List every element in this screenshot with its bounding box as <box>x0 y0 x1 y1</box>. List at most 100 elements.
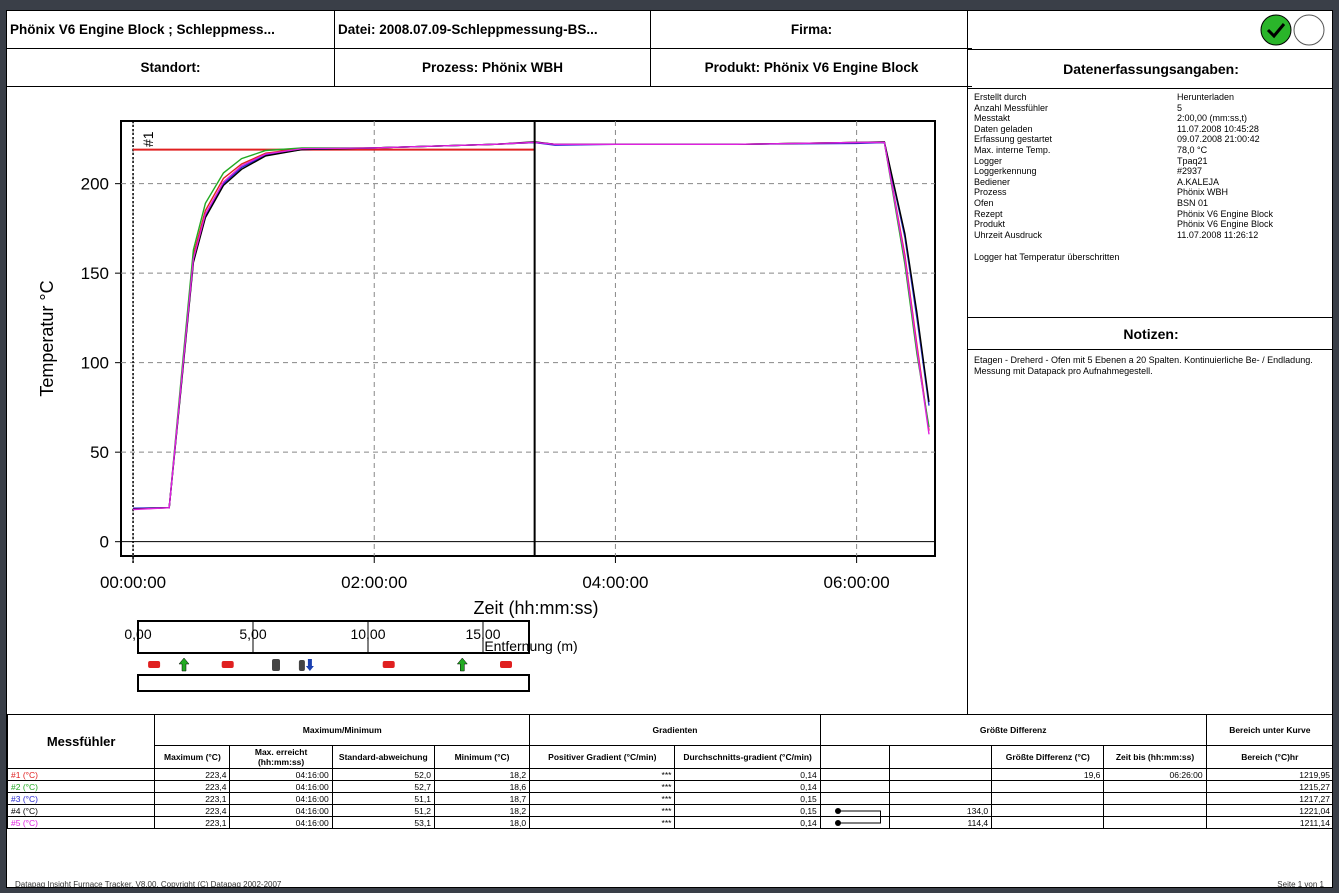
table-row: #1 (°C) 223,4 04:16:00 52,0 18,2 *** 0,14 19,6 0… <box>7 768 1332 781</box>
cell-avg: 0,14 <box>674 780 821 793</box>
group-maxmin: Maximum/Minimum <box>154 714 531 746</box>
info-row: Loggerkennung #2937 <box>974 166 1328 177</box>
distance-tick-label: 5,00 <box>239 626 266 642</box>
cell-std: 51,1 <box>331 792 435 805</box>
y-axis-label: Temperatur °C <box>37 280 57 396</box>
info-row: Ofen BSN 01 <box>974 198 1328 209</box>
col-max: Maximum (°C) <box>154 745 231 769</box>
info-row: Uhrzeit Ausdruck 11.07.2008 11:26:12 <box>974 230 1328 241</box>
cell-avg: 0,15 <box>674 792 821 805</box>
data-capture-info: Erstellt durch Herunterladen Anzahl Messfü… <box>968 89 1332 243</box>
cell-diffv <box>888 768 993 781</box>
cell-maxt: 04:16:00 <box>229 768 333 781</box>
cell-zeit <box>1103 792 1207 805</box>
cell-std: 51,2 <box>331 804 435 817</box>
oven-car-icon <box>221 661 234 668</box>
arrow-up-icon <box>178 657 190 672</box>
info-row: Erfassung gestartet 09.07.2008 21:00:42 <box>974 134 1328 145</box>
product-label: Produkt: Phönix V6 Engine Block <box>704 60 919 75</box>
col-greatest-diff: Größte Differenz (°C) <box>991 745 1105 769</box>
cell-avg: 0,15 <box>674 804 821 817</box>
col-min: Minimum (°C) <box>433 745 531 769</box>
arrow-up-icon <box>456 657 468 672</box>
info-row: Max. interne Temp. 78,0 °C <box>974 145 1328 156</box>
operator-icon <box>298 660 305 671</box>
info-key: Erstellt durch <box>974 92 1027 102</box>
info-row: Rezept Phönix V6 Engine Block <box>974 209 1328 220</box>
diff-indicator-cell <box>819 768 890 781</box>
col-pos-grad: Positiver Gradient (°C/min) <box>529 745 676 769</box>
cell-zeit <box>1103 804 1207 817</box>
cell-name: #2 (°C) <box>7 780 156 793</box>
col-max-time: Max. erreicht (hh:mm:ss) <box>229 745 333 769</box>
cell-diffv <box>888 780 993 793</box>
header-row-2: Standort: Prozess: Phönix WBH Produkt: P… <box>7 49 972 87</box>
info-key: Erfassung gestartet <box>974 134 1053 145</box>
table-row: #5 (°C) 223,1 04:16:00 53,1 18,0 *** 0,14 114,4… <box>7 816 1332 829</box>
logger-warning: Logger hat Temperatur überschritten <box>974 252 1120 263</box>
cell-ber: 1215,27 <box>1205 780 1332 793</box>
thumb-icon <box>272 659 280 671</box>
cell-zeit <box>1103 816 1207 829</box>
x-tick-label: 02:00:00 <box>341 573 407 592</box>
cell-gd <box>991 804 1105 817</box>
status-icons <box>1260 14 1325 46</box>
check-pass-icon <box>1260 14 1292 46</box>
info-value: A.KALEJA <box>1177 176 1220 187</box>
group-diff: Größte Differenz <box>819 714 1207 746</box>
cell-gd <box>991 816 1105 829</box>
cell-min: 18,0 <box>433 816 531 829</box>
cell-pos: *** <box>529 768 676 781</box>
info-value: 11.07.2008 10:45:28 <box>1177 123 1259 134</box>
info-key: Loggerkennung <box>974 166 1037 177</box>
info-row: Bediener A.KALEJA <box>974 177 1328 188</box>
cell-pos: *** <box>529 780 676 793</box>
col-diff-line <box>819 745 890 769</box>
cell-gd <box>991 780 1105 793</box>
temperature-chart: 0 50 100 150 200 00:00:00 02:00:00 04:00:00 06:0… <box>37 120 936 692</box>
cell-ber: 1211,14 <box>1205 816 1332 829</box>
info-row: Daten geladen 11.07.2008 10:45:28 <box>974 124 1328 135</box>
col-avg-grad: Durchschnitts-gradient (°C/min) <box>674 745 821 769</box>
info-value: 5 <box>1177 102 1183 113</box>
cell-min: 18,6 <box>433 780 531 793</box>
y-tick-label: 0 <box>100 533 109 552</box>
header-row-1: Phönix V6 Engine Block ; Schleppmess... … <box>7 11 972 49</box>
distance-tick-label: 15,00 <box>465 626 500 642</box>
diff-indicator-cell <box>819 816 890 829</box>
info-row: Anzahl Messfühler 5 <box>974 103 1328 114</box>
info-key: Uhrzeit Ausdruck <box>974 229 1043 240</box>
plot-area <box>120 120 936 557</box>
cell-pos: *** <box>529 816 676 829</box>
cell-avg: 0,14 <box>674 816 821 829</box>
info-row: Produkt Phönix V6 Engine Block <box>974 219 1328 230</box>
info-column: Datenerfassungsangaben: Erstellt durch He… <box>967 11 1332 714</box>
stats-table: Messfühler Maximum/Minimum Gradienten Gr… <box>7 714 1332 829</box>
info-key: Prozess <box>974 187 1007 198</box>
info-value: #2937 <box>1177 166 1203 177</box>
info-value: Tpaq21 <box>1177 155 1208 166</box>
cell-maxt: 04:16:00 <box>229 780 333 793</box>
footer-copyright: Datapaq Insight Furnace Tracker, V8.00, … <box>15 880 282 888</box>
table-row: #4 (°C) 223,4 04:16:00 51,2 18,2 *** 0,15 134,0… <box>7 804 1332 817</box>
arrow-down-icon <box>305 659 314 671</box>
cell-gd <box>991 792 1105 805</box>
cell-diffv: 114,4 <box>888 816 993 829</box>
process-label: Prozess: Phönix WBH <box>335 49 651 86</box>
cell-name: #5 (°C) <box>7 816 156 829</box>
info-key: Rezept <box>974 208 1003 219</box>
info-value: 09.07.2008 21:00:42 <box>1177 134 1260 145</box>
cell-maxt: 04:16:00 <box>229 792 333 805</box>
table-row: #3 (°C) 223,1 04:16:00 51,1 18,7 *** 0,15 1217,… <box>7 792 1332 805</box>
cell-zeit <box>1103 780 1207 793</box>
group-gradients: Gradienten <box>529 714 821 746</box>
notes-title: Notizen: <box>968 317 1332 350</box>
info-key: Bediener <box>974 176 1011 187</box>
x-tick-label: 06:00:00 <box>824 573 890 592</box>
info-key: Produkt <box>974 219 1006 230</box>
company-label: Firma: <box>790 22 833 37</box>
cell-ber: 1221,04 <box>1205 804 1332 817</box>
info-key: Anzahl Messfühler <box>974 102 1049 113</box>
cell-max: 223,4 <box>154 768 231 781</box>
cell-pos: *** <box>529 804 676 817</box>
